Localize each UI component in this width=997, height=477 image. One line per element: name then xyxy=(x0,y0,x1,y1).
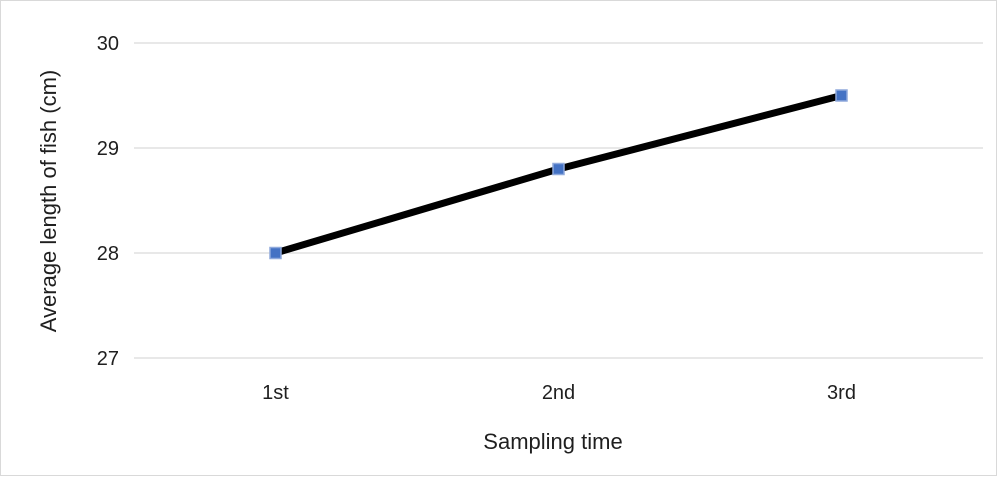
y-tick-label: 30 xyxy=(97,33,119,55)
x-tick-label: 1st xyxy=(262,382,289,404)
y-axis-title: Average length of fish (cm) xyxy=(36,70,61,333)
x-tick-label: 2nd xyxy=(542,382,575,404)
y-tick-label: 29 xyxy=(97,138,119,160)
y-tick-label: 28 xyxy=(97,243,119,265)
x-axis-title: Sampling time xyxy=(483,429,622,454)
data-markers xyxy=(269,89,848,260)
data-point-marker xyxy=(552,162,565,176)
x-tick-labels: 1st 2nd 3rd xyxy=(262,382,856,404)
y-tick-labels: 27 28 29 30 xyxy=(97,33,119,370)
data-point-marker xyxy=(269,246,282,260)
gridlines xyxy=(134,42,983,359)
x-tick-label: 3rd xyxy=(827,382,856,404)
y-tick-label: 27 xyxy=(97,348,119,370)
data-point-marker xyxy=(835,89,848,102)
